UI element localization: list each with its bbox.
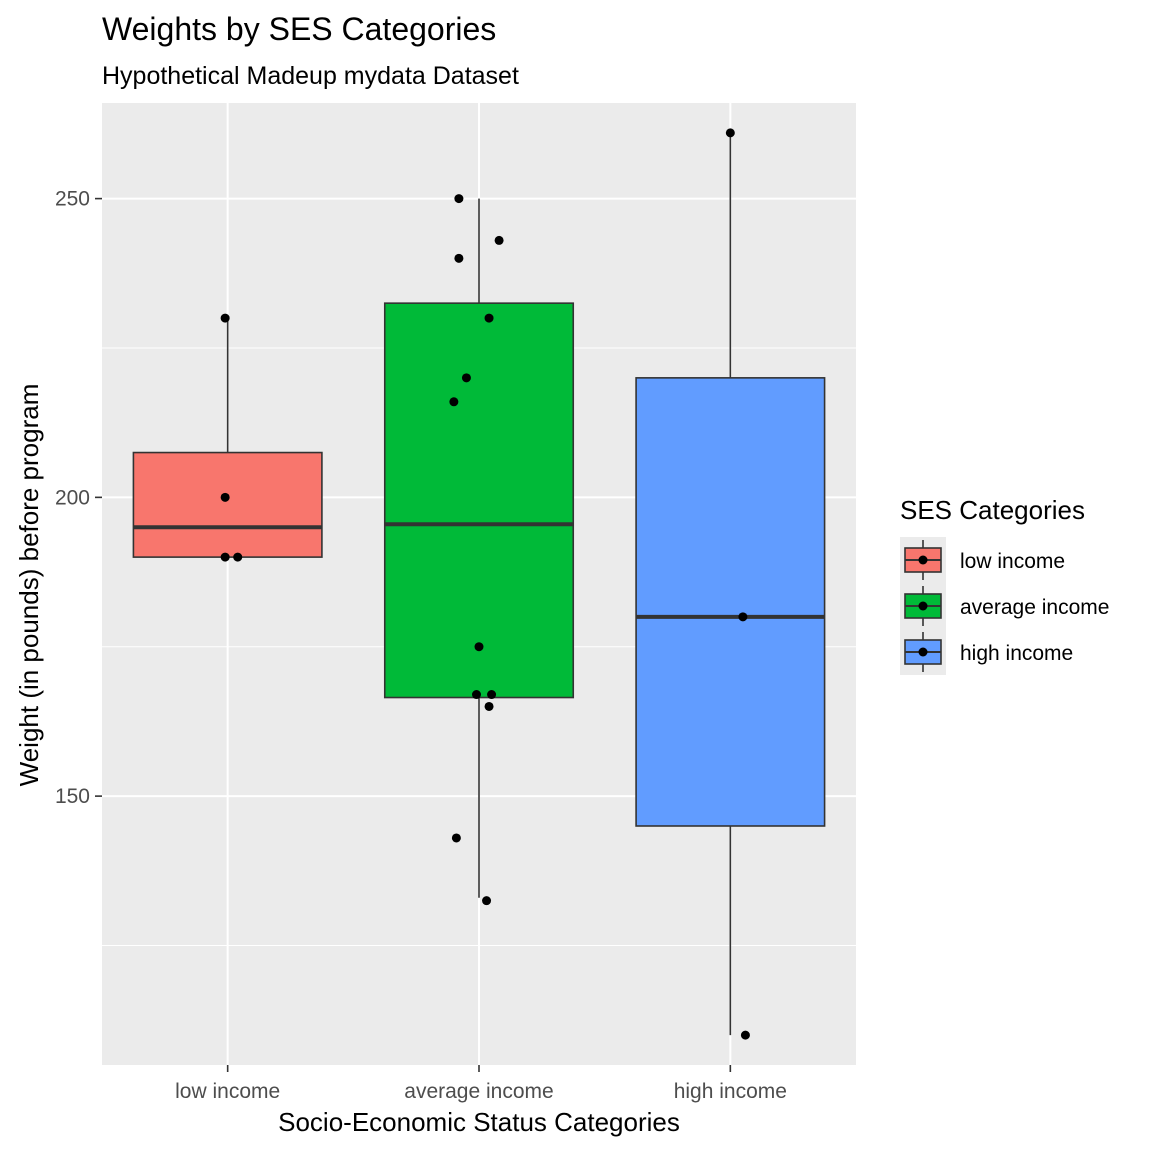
- data-point: [482, 896, 492, 906]
- data-point: [233, 552, 243, 562]
- legend-key-point: [918, 555, 928, 565]
- chart-title: Weights by SES Categories: [102, 11, 496, 47]
- legend-label: average income: [960, 596, 1109, 619]
- data-point: [487, 690, 497, 700]
- data-point: [474, 642, 484, 652]
- data-point: [220, 492, 230, 502]
- y-tick-label: 250: [55, 188, 90, 211]
- chart-subtitle: Hypothetical Madeup mydata Dataset: [102, 62, 519, 90]
- box-high-income: [635, 132, 826, 1036]
- data-point: [738, 612, 748, 622]
- x-tick-label: low income: [175, 1080, 280, 1103]
- y-tick-label: 150: [55, 785, 90, 808]
- box-body: [383, 302, 575, 699]
- data-point: [740, 1030, 750, 1040]
- data-point: [451, 833, 461, 843]
- data-point: [220, 313, 230, 323]
- data-point: [484, 313, 494, 323]
- legend-item-low-income: low income: [904, 540, 1065, 580]
- x-axis-title: Socio-Economic Status Categories: [278, 1107, 680, 1137]
- legend-item-average-income: average income: [904, 586, 1109, 626]
- box-layer: [132, 132, 826, 1036]
- y-tick-label: 200: [55, 486, 90, 509]
- legend-items: low income average income high income: [904, 540, 1109, 672]
- legend-key-point: [918, 601, 928, 611]
- box-low-income: [132, 318, 323, 558]
- legend-key-point: [918, 647, 928, 657]
- data-point: [725, 128, 735, 138]
- point-layer: [220, 128, 750, 1040]
- data-point: [484, 701, 494, 711]
- data-point: [454, 194, 464, 204]
- axes: 150 200 250 low income average income high in…: [55, 188, 787, 1103]
- y-axis-title: Weight (in pounds) before program: [14, 384, 44, 787]
- box-body: [132, 451, 323, 558]
- legend: SES Categories low income average income h…: [900, 495, 1109, 675]
- data-point: [449, 397, 459, 407]
- data-point: [494, 235, 504, 245]
- data-point: [454, 253, 464, 263]
- legend-label: high income: [960, 642, 1073, 665]
- data-point: [461, 373, 471, 383]
- legend-title: SES Categories: [900, 495, 1085, 525]
- legend-item-high-income: high income: [904, 632, 1073, 672]
- data-point: [471, 690, 481, 700]
- data-point: [220, 552, 230, 562]
- x-tick-label: average income: [404, 1080, 553, 1103]
- x-tick-label: high income: [674, 1080, 787, 1103]
- box-body: [635, 377, 826, 827]
- legend-label: low income: [960, 550, 1065, 573]
